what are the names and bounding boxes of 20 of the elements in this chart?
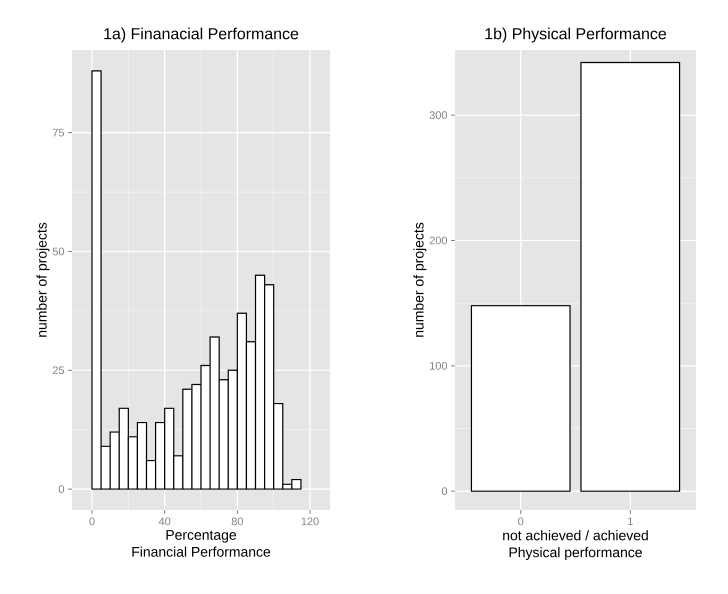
y-axis-title: number of projects bbox=[413, 222, 426, 337]
y-tick-label: 50 bbox=[52, 248, 64, 256]
x-tick-label: 80 bbox=[232, 518, 243, 526]
x-axis-title: Percentage Financial Performance bbox=[132, 530, 270, 557]
y-tick-label: 200 bbox=[430, 236, 448, 244]
chart-title: 1a) Finanacial Performance bbox=[104, 28, 298, 42]
x-tick-label: 1 bbox=[628, 518, 633, 526]
x-tick-label: 40 bbox=[158, 518, 170, 526]
x-axis-title: not achieved / achieved Physical performance bbox=[503, 530, 648, 560]
y-tick-label: 100 bbox=[430, 362, 448, 370]
x-tick-label: 0 bbox=[89, 518, 95, 526]
y-tick-label: 300 bbox=[430, 111, 448, 120]
y-tick-label: 25 bbox=[52, 366, 64, 374]
y-tick-label: 0 bbox=[58, 485, 64, 493]
chart-title: 1b) Physical Performance bbox=[485, 28, 666, 42]
x-tick-label: 120 bbox=[302, 518, 319, 526]
y-axis-title: number of projects bbox=[36, 222, 50, 337]
x-tick-label: 0 bbox=[518, 518, 524, 526]
y-tick-label: 75 bbox=[52, 128, 64, 136]
y-tick-label: 0 bbox=[442, 487, 448, 496]
